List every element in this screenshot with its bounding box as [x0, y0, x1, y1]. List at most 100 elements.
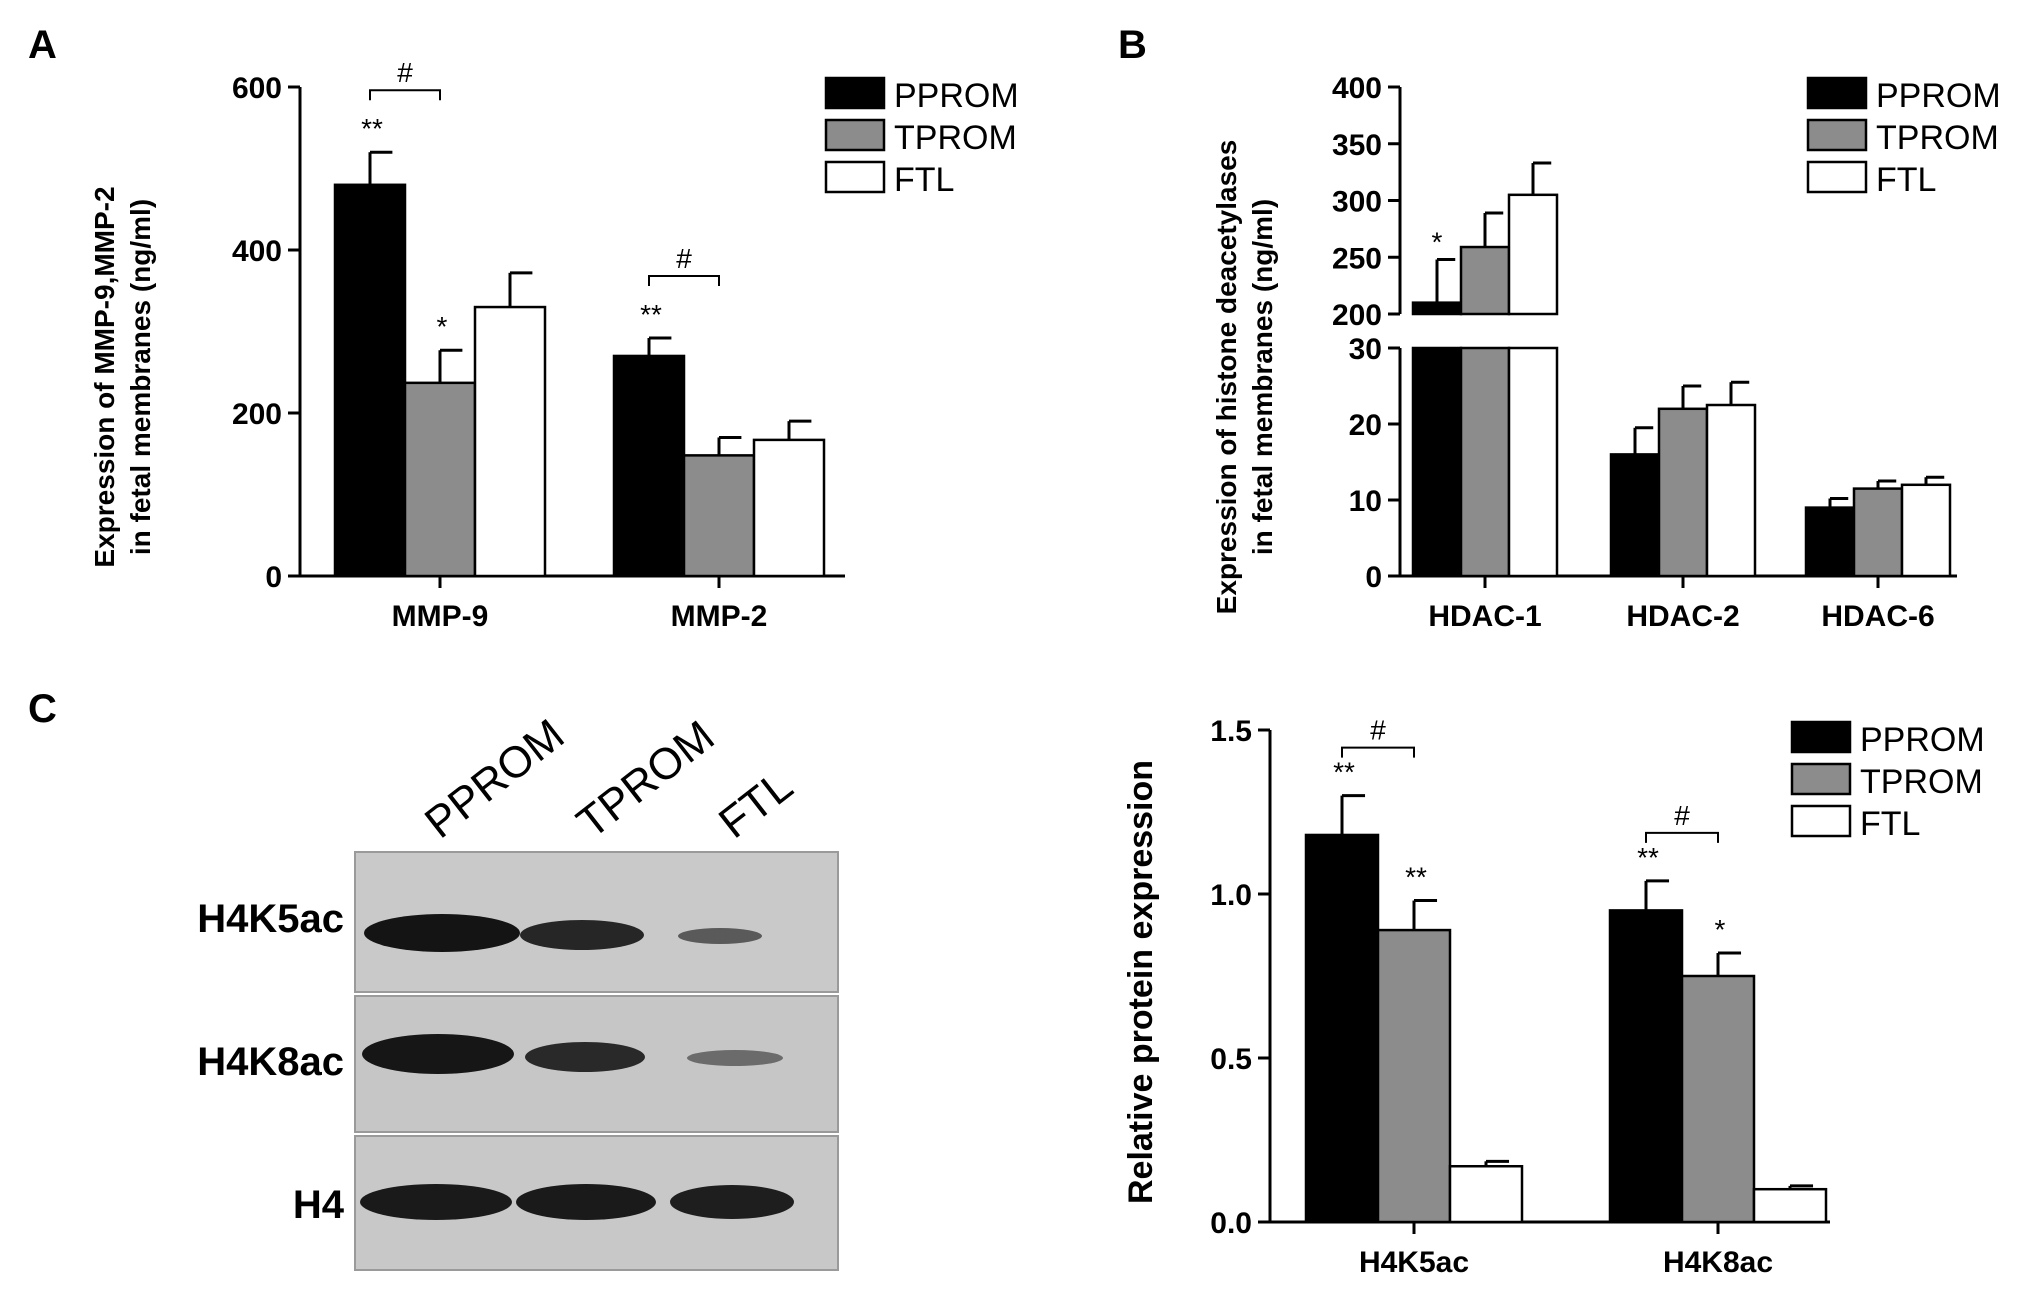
- panel-b-legend-label-pprom: PPROM: [1876, 77, 2001, 115]
- panel-b-y-tick-label: 350: [1332, 129, 1382, 162]
- panel-c-bracket-label: #: [1674, 800, 1690, 831]
- panel-b-legend-label-tprom: TPROM: [1876, 119, 1999, 157]
- panel-c-significance-tprom: *: [1715, 914, 1726, 945]
- panel-b-y-tick-label: 300: [1332, 186, 1382, 219]
- band-h4k8ac-pprom: [362, 1034, 514, 1074]
- band-h4k8ac-ftl: [687, 1050, 783, 1066]
- panel-b-legend-label-ftl: FTL: [1876, 161, 1936, 199]
- blot-label-h4: H4: [293, 1183, 345, 1227]
- panel-a-comparison-bracket: [369, 89, 441, 101]
- panel-b-category-label: HDAC-6: [1821, 600, 1934, 633]
- band-h4-ftl: [670, 1185, 794, 1219]
- panel-a-legend-label-tprom: TPROM: [894, 119, 1017, 157]
- panel-a-bar-tprom: [403, 381, 477, 578]
- panel-b-axis-break: [1396, 316, 1404, 346]
- panel-a-legend-swatch-ftl: [824, 160, 886, 194]
- panel-c-bar-ftl: [1448, 1164, 1524, 1224]
- band-h4k5ac-pprom: [364, 914, 520, 952]
- panel-b: Expression of histone deacetylases in fe…: [1211, 72, 2001, 633]
- band-h4-pprom: [360, 1184, 512, 1220]
- panel-a-ylabel-line2: in fetal membranes (ng/ml): [125, 199, 156, 555]
- panel-a-bar-pprom: [612, 354, 686, 578]
- band-h4k5ac-tprom: [520, 920, 644, 950]
- panel-b-y-tick-label: 250: [1332, 242, 1382, 275]
- panel-a-bracket-label: #: [676, 243, 692, 274]
- panel-b-legend-swatch-pprom: [1806, 76, 1868, 110]
- panel-a-bar-pprom: [333, 183, 407, 578]
- panel-b-bar-lower-tprom: [1459, 346, 1511, 578]
- panel-b-chart: 200 250 300 350 400 0 10 20 30 HDAC-1 * HDAC-2 HDAC-…: [1332, 72, 2001, 633]
- panel-b-y-tick-label: 200: [1332, 299, 1382, 332]
- panel-b-legend-swatch-tprom: [1806, 118, 1868, 152]
- panel-a-comparison-bracket: [648, 275, 720, 287]
- panel-a-significance-pprom: **: [361, 113, 383, 144]
- panel-a-legend-swatch-tprom: [824, 118, 886, 152]
- panel-a-significance-pprom: **: [640, 299, 662, 330]
- panel-a-category-label: MMP-2: [671, 600, 768, 633]
- panel-c-significance-tprom: **: [1405, 862, 1427, 893]
- panel-a-y-tick-label: 200: [232, 398, 282, 431]
- panel-b-ylabel: Expression of histone deacetylases in fe…: [1211, 140, 1278, 615]
- panel-b-ylabel-line2: in fetal membranes (ng/ml): [1247, 199, 1278, 555]
- panel-b-bar-lower-ftl: [1507, 346, 1559, 578]
- panel-c-legend-label-ftl: FTL: [1860, 805, 1920, 843]
- panel-c-y-tick-label: 0.5: [1210, 1043, 1252, 1076]
- band-h4k5ac-ftl: [678, 928, 762, 944]
- panel-b-category-label: HDAC-1: [1428, 600, 1541, 633]
- panel-a-bar-tprom: [682, 454, 756, 578]
- panel-b-bar-lower-pprom: [1411, 346, 1463, 578]
- panel-b-bar-upper-ftl: [1507, 193, 1559, 316]
- panel-b-bar-tprom: [1852, 487, 1904, 578]
- panel-a-y-tick-label: 600: [232, 72, 282, 105]
- panel-c-significance-pprom: **: [1637, 842, 1659, 873]
- panel-b-bar-upper-pprom: [1411, 301, 1463, 316]
- panel-a-bar-ftl: [473, 305, 547, 578]
- panel-b-y-tick-label: 20: [1349, 409, 1382, 442]
- panel-c-legend-swatch-pprom: [1790, 720, 1852, 754]
- panel-a-ylabel-line1: Expression of MMP-9,MMP-2: [89, 186, 120, 567]
- panel-b-letter: B: [1118, 23, 1147, 67]
- panel-c-chart: 0.00.51.01.5H4K5ac****H4K8ac***##PPROMTP…: [1210, 715, 1984, 1279]
- panel-c: Relative protein expression 0.0 0.5 1.0 1.5…: [1122, 715, 1985, 1279]
- panel-c-bracket-label: #: [1370, 715, 1386, 746]
- blot-label-h4k8ac: H4K8ac: [197, 1040, 344, 1084]
- blot-label-h4k5ac: H4K5ac: [197, 897, 344, 941]
- panel-c-bar-tprom: [1376, 928, 1452, 1224]
- panel-a-category-label: MMP-9: [392, 600, 489, 633]
- panel-c-ylabel: Relative protein expression: [1122, 760, 1160, 1204]
- panel-b-bar-pprom: [1804, 506, 1856, 578]
- panel-c-legend-swatch-tprom: [1790, 762, 1852, 796]
- panel-a-bracket-label: #: [397, 57, 413, 88]
- panel-a: Expression of MMP-9,MMP-2 in fetal membr…: [89, 57, 1019, 633]
- panel-c-comparison-bracket: [1341, 746, 1415, 758]
- panel-b-significance-pprom: *: [1432, 227, 1443, 258]
- panel-c-bar-pprom: [1608, 909, 1684, 1224]
- panel-c-ylabel-text: Relative protein expression: [1122, 760, 1160, 1204]
- panel-c-category-label: H4K8ac: [1663, 1246, 1773, 1279]
- panel-b-y-tick-label: 0: [1365, 561, 1382, 594]
- panel-a-legend-label-pprom: PPROM: [894, 77, 1019, 115]
- panel-b-y-tick-label: 400: [1332, 72, 1382, 105]
- panel-c-legend-label-pprom: PPROM: [1860, 721, 1985, 759]
- panel-a-ylabel: Expression of MMP-9,MMP-2 in fetal membr…: [89, 186, 156, 567]
- panel-b-y-tick-label: 30: [1349, 333, 1382, 366]
- panel-c-legend-swatch-ftl: [1790, 804, 1852, 838]
- band-h4k8ac-tprom: [525, 1042, 645, 1072]
- panel-c-legend-label-tprom: TPROM: [1860, 763, 1983, 801]
- panel-a-y-tick-label: 400: [232, 235, 282, 268]
- panel-c-bar-ftl: [1752, 1187, 1828, 1224]
- panel-c-bar-pprom: [1304, 833, 1380, 1224]
- panel-c-bar-tprom: [1680, 974, 1756, 1224]
- panel-b-bar-tprom: [1657, 407, 1709, 578]
- panel-c-letter: C: [28, 687, 57, 731]
- panel-a-letter: A: [28, 23, 57, 67]
- panel-b-bar-ftl: [1705, 403, 1757, 578]
- band-h4-tprom: [516, 1184, 656, 1220]
- panel-c-comparison-bracket: [1645, 831, 1719, 843]
- panel-c-y-tick-label: 1.0: [1210, 879, 1252, 912]
- panel-b-category-label: HDAC-2: [1626, 600, 1739, 633]
- panel-b-bar-pprom: [1609, 453, 1661, 578]
- panel-b-bar-ftl: [1900, 483, 1952, 578]
